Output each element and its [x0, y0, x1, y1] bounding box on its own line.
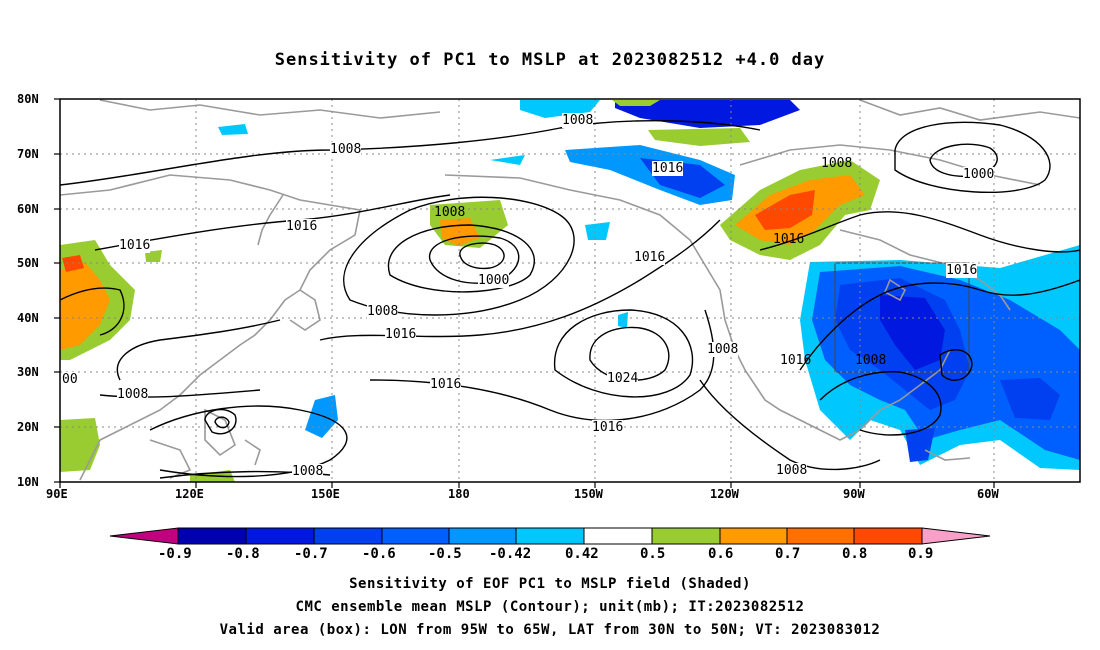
contour-label: 1016 [634, 250, 666, 265]
colorbar-label: -0.9 [158, 546, 192, 562]
lon-label: 60W [977, 487, 999, 501]
colorbar-label: 0.5 [640, 546, 666, 562]
axis-ticks [54, 98, 995, 488]
colorbar-label: -0.42 [489, 546, 532, 562]
caption-line-2: CMC ensemble mean MSLP (Contour); unit(m… [295, 599, 805, 615]
contour-label: 1008 [367, 304, 399, 319]
contour-label: 1008 [562, 113, 594, 128]
contour-label: 1000 [478, 273, 510, 288]
contour-label: 1008 [292, 464, 324, 479]
contour-label: 1008 [117, 387, 149, 402]
colorbar-label: 0.7 [775, 546, 801, 562]
colorbar-label: -0.6 [362, 546, 396, 562]
colorbar-label: 0.8 [842, 546, 868, 562]
lon-label: 90E [46, 487, 68, 501]
caption-line-1: Sensitivity of EOF PC1 to MSLP field (Sh… [349, 576, 751, 592]
lat-label: 10N [17, 475, 39, 489]
lat-label: 30N [17, 365, 39, 379]
contour-label: 1016 [286, 219, 318, 234]
lat-label: 20N [17, 420, 39, 434]
contour-label: 1008 [821, 156, 853, 171]
contour-label: 1008 [776, 463, 808, 478]
lon-label: 120W [710, 487, 739, 501]
contour-label: 1016 [652, 161, 684, 176]
contour-label: 1016 [385, 327, 417, 342]
contour-label: 00 [62, 372, 78, 387]
colorbar-label: 0.42 [565, 546, 599, 562]
lon-label: 180 [448, 487, 470, 501]
contour-label: 1016 [119, 238, 151, 253]
contour-label: 1016 [773, 232, 805, 247]
lat-label: 80N [17, 92, 39, 106]
contour-label: 1008 [434, 205, 466, 220]
colorbar-label: 0.9 [908, 546, 934, 562]
colorbar-labels: -0.9 -0.8 -0.7 -0.6 -0.5 -0.42 0.42 0.5 … [0, 546, 1100, 566]
contour-label: 1000 [963, 167, 995, 182]
contour-label: 1016 [780, 353, 812, 368]
caption-line-3: Valid area (box): LON from 95W to 65W, L… [219, 622, 881, 638]
lat-label: 40N [17, 311, 39, 325]
lon-label: 150W [574, 487, 603, 501]
map-title: Sensitivity of PC1 to MSLP at 2023082512… [274, 50, 826, 70]
lat-label: 70N [17, 147, 39, 161]
colorbar-label: -0.8 [226, 546, 260, 562]
colorbar-label: -0.7 [294, 546, 328, 562]
contour-label: 1024 [607, 371, 639, 386]
colorbar [109, 527, 991, 545]
colorbar-right-arrow [921, 527, 991, 545]
colorbar-label: -0.5 [428, 546, 462, 562]
gridlines [60, 99, 1080, 482]
contour-label: 1008 [855, 353, 887, 368]
lat-label: 50N [17, 256, 39, 270]
lat-label: 60N [17, 202, 39, 216]
contour-label: 1008 [707, 342, 739, 357]
lon-label: 90W [843, 487, 865, 501]
lon-label: 150E [311, 487, 340, 501]
contour-label: 1016 [592, 420, 624, 435]
colorbar-label: 0.6 [708, 546, 734, 562]
contour-label: 1016 [430, 377, 462, 392]
lon-label: 120E [175, 487, 204, 501]
contour-label: 1008 [330, 142, 362, 157]
contour-label: 1016 [946, 263, 978, 278]
